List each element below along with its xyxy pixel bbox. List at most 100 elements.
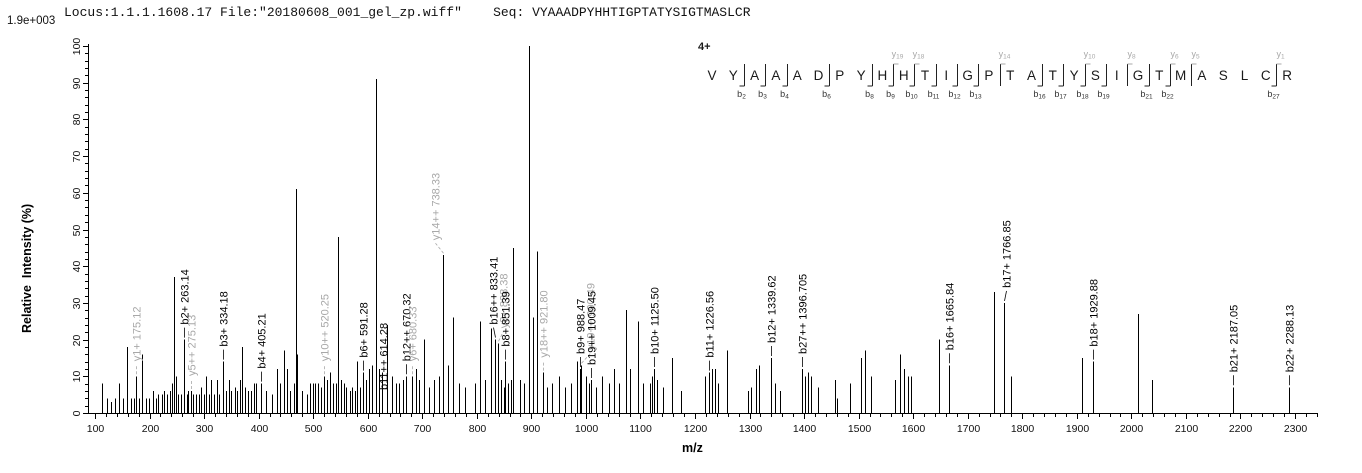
peak-label: y18++ 921.80: [539, 290, 551, 357]
sequence-residue: P: [984, 68, 993, 83]
peak-label: b17+ 1766.85: [1002, 220, 1014, 288]
peak-label: b2+ 263.14: [180, 269, 192, 324]
sequence-residue: Y: [1070, 68, 1079, 83]
peak-label: b16++ 833.41: [489, 257, 501, 325]
sequence-residue: D: [814, 68, 824, 83]
y-ion-index-label: y14: [999, 49, 1011, 61]
y-ion-index-label: y8: [1127, 49, 1136, 61]
b-ion-index-label: b4: [780, 89, 789, 101]
x-tick-label: 1800: [1011, 423, 1035, 435]
peak-label: b10+ 1125.50: [650, 287, 662, 354]
x-tick-label: 1000: [575, 423, 599, 435]
sequence-residue: T: [1155, 68, 1163, 83]
peak-label: b4+ 405.21: [257, 313, 269, 368]
y-tick-label: 0: [71, 410, 83, 416]
x-tick-label: 1500: [848, 423, 872, 435]
b-ion-index-label: b3: [758, 89, 767, 101]
x-tick-label: 400: [251, 423, 269, 435]
max-intensity-label: 1.9e+003: [7, 15, 56, 27]
sequence-residue: I: [1115, 68, 1119, 83]
y-ion-index-label: y10: [1084, 49, 1096, 61]
y-tick-label: 20: [71, 335, 83, 347]
sequence-residue: Y: [729, 68, 738, 83]
peak-label: y14++ 738.33: [431, 173, 443, 240]
sequence-residue: I: [944, 68, 948, 83]
peak-label: b12+ 1339.62: [767, 275, 779, 343]
peak-label-leader: [498, 331, 504, 342]
x-tick-label: 1300: [739, 423, 763, 435]
peak-label: b9+ 988.47: [576, 299, 588, 354]
y-tick-label: 40: [71, 261, 83, 273]
b-ion-index-label: b9: [886, 89, 895, 101]
b-ion-index-label: b12: [948, 89, 961, 101]
sequence-residue: Y: [857, 68, 866, 83]
sequence-residue: C: [1261, 68, 1271, 83]
charge-label: 4+: [698, 41, 711, 53]
peak-label: b8+ 851.39: [501, 291, 513, 346]
y-ion-index-label: y1: [1276, 49, 1285, 61]
x-tick-label: 1700: [957, 423, 981, 435]
b-ion-index-label: b18: [1076, 89, 1089, 101]
sequence-residue: T: [1049, 68, 1057, 83]
x-tick-label: 500: [305, 423, 323, 435]
b-ion-index-label: b8: [865, 89, 874, 101]
b-ion-index-label: b2: [737, 89, 746, 101]
b-ion-index-label: b27: [1267, 89, 1280, 101]
peak-label: b22+ 2288.13: [1285, 305, 1297, 373]
x-tick-label: 2000: [1120, 423, 1144, 435]
b-ion-index-label: b19: [1097, 89, 1110, 101]
peak-label: b12++ 670.32: [402, 293, 414, 361]
x-tick-label: 1400: [793, 423, 817, 435]
peak-label: y10++ 520.25: [320, 294, 332, 361]
peak-label: b16+ 1665.84: [945, 283, 957, 351]
sequence-residue: G: [1133, 68, 1144, 83]
x-tick-label: 900: [523, 423, 541, 435]
peak-label: b3+ 334.18: [219, 291, 231, 346]
sequence-residue: G: [962, 68, 973, 83]
x-axis-title: m/z: [682, 441, 703, 455]
sequence-residue: L: [1241, 68, 1249, 83]
y-ion-index-label: y5: [1191, 49, 1200, 61]
peak-label: b11+ 1226.56: [705, 291, 717, 358]
peak-label: b6+ 591.28: [359, 302, 371, 357]
peak-label: b11++ 614.28: [379, 323, 391, 390]
y-tick-label: 80: [71, 114, 83, 126]
b-ion-index-label: b16: [1033, 89, 1046, 101]
peak-label: b18+ 1929.88: [1089, 279, 1101, 347]
sequence-residue: H: [878, 68, 888, 83]
b-ion-index-label: b17: [1054, 89, 1067, 101]
sequence-residue: M: [1175, 68, 1186, 83]
peak-label-leader: [435, 242, 444, 254]
peak-label: y1+ 175.12: [132, 307, 144, 362]
sequence-residue: V: [707, 68, 716, 83]
b-ion-index-label: b21: [1140, 89, 1153, 101]
b-ion-index-label: b6: [822, 89, 831, 101]
x-tick-label: 200: [142, 423, 160, 435]
x-tick-label: 700: [414, 423, 432, 435]
sequence-residue: A: [1027, 68, 1036, 83]
peaks: [102, 46, 1290, 413]
sequence-annotation: 4+V Y A A A D P Y H H T I G P T A T Y S I G T M A S L C Rb2 b3 b4 b6 b8…: [698, 41, 1292, 101]
peak-label: b27++ 1396.705: [798, 274, 810, 354]
x-tick-label: 800: [469, 423, 487, 435]
sequence-residue: T: [1006, 68, 1014, 83]
x-tick-label: 300: [196, 423, 214, 435]
peak-label: b19++ 1009.45: [587, 291, 599, 365]
sequence-residue: H: [899, 68, 909, 83]
x-tick-label: 1200: [684, 423, 708, 435]
sequence-residue: P: [835, 68, 844, 83]
sequence-residue: A: [1197, 68, 1206, 83]
peak-label: y19++ 990.49: [586, 283, 598, 350]
y-ion-index-label: y6: [1170, 49, 1179, 61]
peak-label: y6+ 680.33: [408, 307, 420, 362]
sequence-residue: A: [793, 68, 802, 83]
axes: 100 200 300 400 500 600 700 800 900 1000 1100 1200 1…: [71, 38, 1318, 435]
y-tick-label: 70: [71, 151, 83, 163]
b-ion-index-label: b22: [1161, 89, 1174, 101]
sequence-residue: A: [771, 68, 780, 83]
b-ion-index-label: b11: [928, 89, 940, 101]
sequence-residue: A: [750, 68, 759, 83]
y-ion-index-label: y18: [913, 49, 925, 61]
